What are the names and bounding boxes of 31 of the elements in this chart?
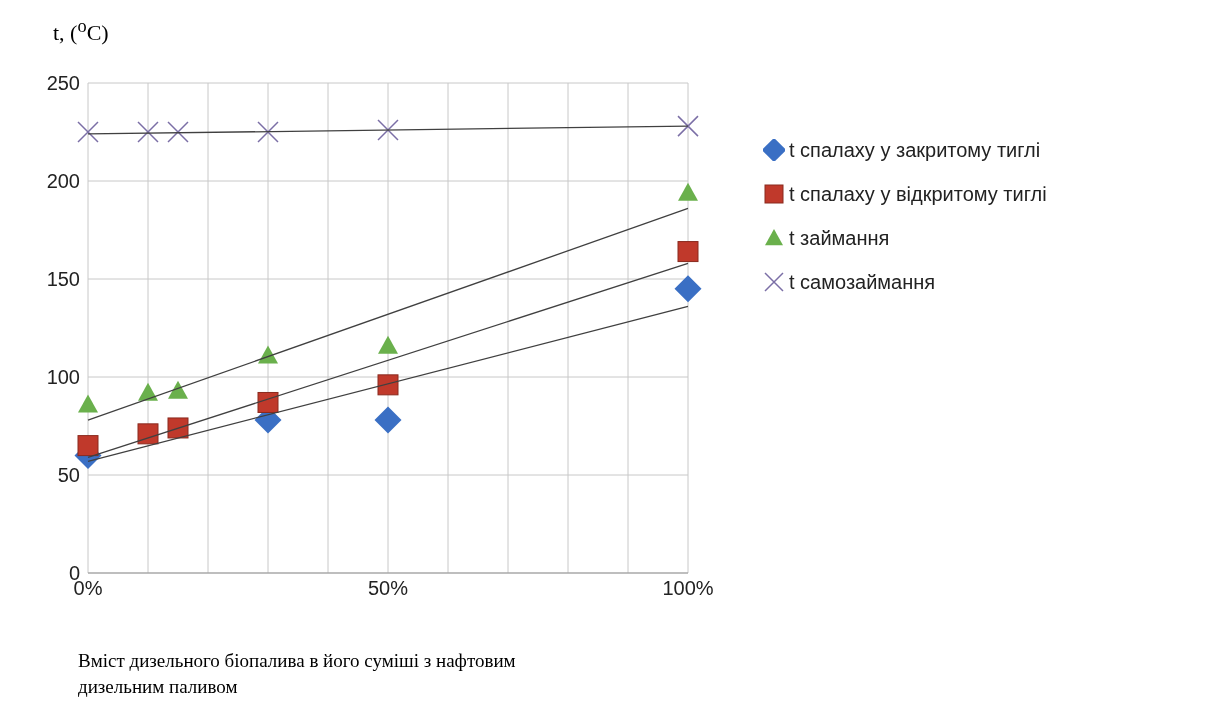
legend-label: t спалаху у відкритому тиглі: [789, 182, 1047, 206]
point: [377, 119, 399, 141]
y-tick-label: 50: [57, 464, 80, 487]
x-tick-label: 50%: [367, 577, 409, 600]
y-axis-title: t, ($^{o}$C): [53, 16, 109, 47]
y-tick-label: 100: [46, 366, 80, 389]
y-tick-label: 150: [46, 268, 80, 291]
legend-label: t самозаймання: [789, 270, 936, 294]
y-tick-label: 250: [46, 72, 80, 95]
point: [374, 406, 402, 434]
point: [138, 382, 158, 401]
point: [378, 335, 398, 354]
point: [678, 182, 698, 201]
point: [257, 391, 279, 413]
point: [377, 374, 399, 396]
point: [137, 121, 159, 143]
point: [257, 121, 279, 143]
point: [677, 115, 699, 137]
point: [168, 380, 188, 399]
point: [674, 275, 702, 303]
x-tick-label: 100%: [662, 577, 714, 600]
point: [78, 394, 98, 413]
point: [77, 121, 99, 143]
x-axis-title: Вміст дизельного біопалива в його суміші з нафтовим дизельним паливом: [78, 649, 517, 699]
y-tick-label: 200: [46, 170, 80, 193]
point: [137, 423, 159, 445]
point: [77, 435, 99, 457]
legend-label: t займання: [789, 226, 890, 250]
point: [677, 241, 699, 263]
point: [167, 121, 189, 143]
legend-label: t спалаху у закритому тиглі: [789, 138, 1041, 162]
